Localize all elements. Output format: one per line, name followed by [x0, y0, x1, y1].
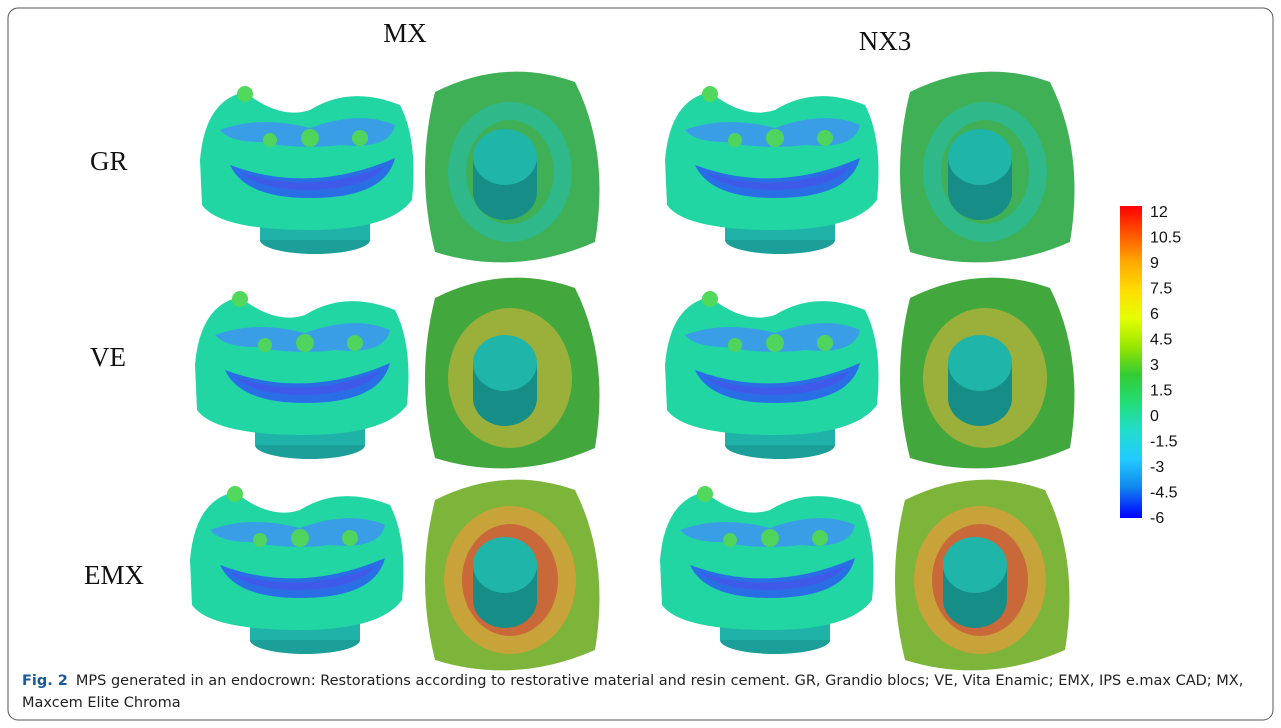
- colorbar-label: 10.5: [1150, 230, 1181, 247]
- colorbar-label: 4.5: [1150, 332, 1172, 349]
- colorbar-label: -3: [1150, 459, 1164, 476]
- colorbar-label: -1.5: [1150, 434, 1178, 451]
- colorbar-label: 9: [1150, 255, 1159, 272]
- page: MX NX3 GR VE EMX 12 10.5 9 7.5 6 4.5 3 1.5 0 -1.5…: [0, 0, 1281, 728]
- colorbar-label: -4.5: [1150, 485, 1178, 502]
- colorbar-label: 12: [1150, 204, 1168, 221]
- caption-text: MPS generated in an endocrown: Restorati…: [22, 673, 1243, 711]
- column-header: MX: [383, 18, 427, 48]
- colorbar-label: 3: [1150, 357, 1159, 374]
- row-label: VE: [90, 342, 126, 372]
- colorbar-label: -6: [1150, 510, 1164, 527]
- caption-label: Fig. 2: [22, 673, 68, 689]
- colorbar: [1120, 206, 1142, 518]
- colorbar-label: 7.5: [1150, 281, 1172, 298]
- row-label: GR: [90, 146, 128, 176]
- colorbar-label: 6: [1150, 306, 1159, 323]
- colorbar-label: 0: [1150, 408, 1159, 425]
- column-header: NX3: [859, 26, 912, 56]
- colorbar-label: 1.5: [1150, 383, 1172, 400]
- figure: MX NX3 GR VE EMX 12 10.5 9 7.5 6 4.5 3 1.5 0 -1.5…: [0, 0, 1281, 728]
- row-label: EMX: [84, 560, 145, 590]
